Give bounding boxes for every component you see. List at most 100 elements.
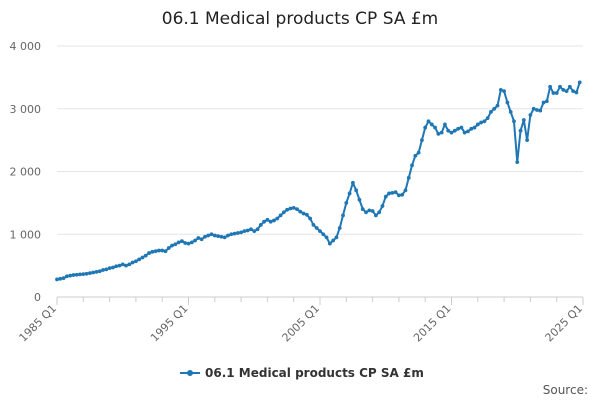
data-point [173, 242, 178, 247]
data-point [413, 153, 418, 158]
data-point [373, 213, 378, 218]
data-point [58, 276, 63, 281]
data-point [147, 251, 151, 255]
data-point [242, 229, 247, 234]
data-point [436, 131, 441, 136]
data-point [226, 233, 230, 238]
data-point [288, 206, 293, 211]
data-point [577, 80, 582, 85]
legend-label: 06.1 Medical products CP SA £m [205, 366, 424, 380]
data-point [304, 212, 309, 217]
data-point [314, 226, 319, 230]
data-point [456, 126, 460, 131]
data-point [370, 209, 375, 213]
data-point [482, 119, 487, 124]
data-point [94, 270, 99, 274]
data-point [505, 100, 510, 105]
data-point [574, 90, 579, 95]
data-point [367, 208, 372, 213]
data-point [548, 84, 553, 89]
data-point [350, 180, 355, 185]
y-tick-label: 2 000 [10, 166, 42, 179]
data-point [429, 122, 434, 127]
data-point [377, 210, 382, 215]
legend[interactable]: 06.1 Medical products CP SA £m [180, 366, 424, 380]
grid-layer [57, 45, 583, 235]
data-point [341, 213, 345, 218]
data-point [525, 138, 530, 143]
data-point [360, 207, 365, 212]
data-point [551, 91, 556, 95]
data-point [235, 231, 240, 235]
data-point [219, 234, 224, 239]
data-point [209, 232, 214, 237]
series-line [56, 82, 581, 281]
data-point [535, 108, 539, 112]
data-point [364, 210, 368, 215]
y-tick-label: 1 000 [10, 228, 42, 241]
data-point [74, 272, 79, 277]
data-point [170, 243, 174, 248]
data-point [298, 209, 303, 214]
data-point [68, 273, 73, 278]
data-point [508, 109, 513, 114]
data-point [140, 255, 145, 260]
data-point [393, 190, 398, 195]
data-point [397, 193, 401, 198]
data-point [120, 262, 125, 267]
data-point [321, 232, 326, 237]
data-point [472, 125, 477, 130]
data-point [249, 227, 253, 232]
data-point [272, 218, 276, 223]
data-point [199, 237, 204, 242]
data-point [91, 270, 96, 275]
data-point [101, 268, 105, 272]
data-point [107, 266, 112, 271]
data-point [97, 269, 102, 274]
data-point [258, 222, 263, 227]
data-point [327, 241, 332, 246]
data-point [544, 99, 549, 104]
data-point [459, 125, 464, 130]
data-point [87, 271, 92, 276]
data-point [318, 229, 322, 234]
data-point [400, 192, 405, 197]
data-point [134, 259, 138, 264]
data-point [558, 84, 562, 89]
data-point [206, 233, 211, 238]
data-point [143, 253, 148, 258]
data-point [130, 260, 135, 265]
data-point [268, 219, 273, 224]
data-point [423, 125, 428, 130]
data-point [446, 128, 451, 133]
x-tick-label: 2025 Q1 [543, 302, 586, 345]
data-point [502, 89, 506, 94]
data-point [420, 138, 424, 143]
data-point [406, 175, 411, 180]
y-tick-label: 3 000 [10, 103, 42, 116]
data-point [110, 265, 115, 270]
data-point [571, 89, 576, 94]
y-tick-label: 4 000 [10, 40, 42, 53]
data-point [403, 188, 408, 193]
data-point [203, 234, 207, 239]
data-point [291, 206, 296, 210]
data-point [439, 130, 444, 135]
data-point [528, 113, 533, 117]
data-point [157, 248, 161, 253]
data-point [189, 240, 194, 245]
data-point [216, 234, 220, 239]
data-point [466, 129, 470, 134]
data-point [357, 197, 362, 202]
data-point [354, 188, 359, 193]
data-point [531, 106, 536, 111]
data-point [281, 210, 286, 215]
data-point [232, 231, 237, 236]
data-point [387, 191, 391, 196]
data-point [554, 91, 559, 95]
data-point [485, 116, 490, 121]
data-point [390, 190, 395, 195]
data-point [567, 84, 572, 89]
data-point [324, 235, 329, 240]
